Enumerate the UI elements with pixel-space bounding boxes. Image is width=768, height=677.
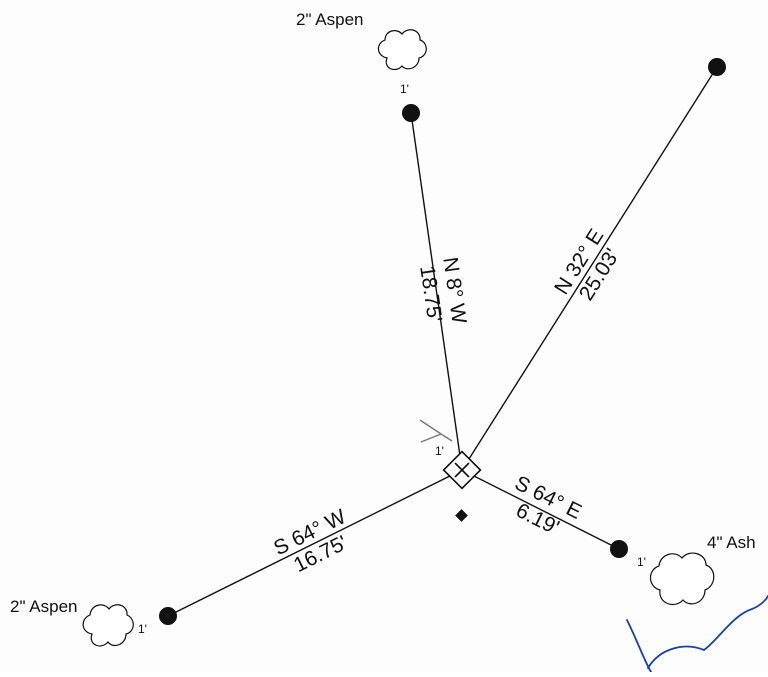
bearing-north-group: N 8° W 18.75' <box>415 256 470 326</box>
point-west <box>159 607 177 625</box>
center-marker-icon <box>442 450 482 490</box>
tree-west-label: 2" Aspen <box>10 597 77 616</box>
point-northeast <box>708 58 726 76</box>
tree-west-height: 1' <box>138 622 147 636</box>
ray-north <box>410 112 463 471</box>
ray-east <box>461 469 620 550</box>
point-north <box>402 104 420 122</box>
point-east <box>610 540 628 558</box>
pen-scribble <box>626 595 768 673</box>
tree-north-icon <box>377 29 427 71</box>
bearing-east-group: S 64° E 6.19' <box>511 472 585 540</box>
ray-northeast <box>461 66 718 471</box>
tree-west-icon <box>82 604 134 647</box>
bearing-west-group: S 64° W 16.75' <box>270 505 351 577</box>
tree-east-height: 1' <box>637 555 646 569</box>
bearing-northeast-group: N 32° E 25.03' <box>550 225 624 305</box>
tree-north-height: 1' <box>400 82 409 96</box>
slope-mark-icon <box>419 419 453 443</box>
center-height: 1' <box>435 444 444 458</box>
ray-west <box>167 469 463 617</box>
reference-diamond-icon <box>455 509 468 522</box>
tree-north-label: 2" Aspen <box>296 10 363 29</box>
tree-east-label: 4" Ash <box>707 533 756 552</box>
tree-east-icon <box>649 552 715 606</box>
